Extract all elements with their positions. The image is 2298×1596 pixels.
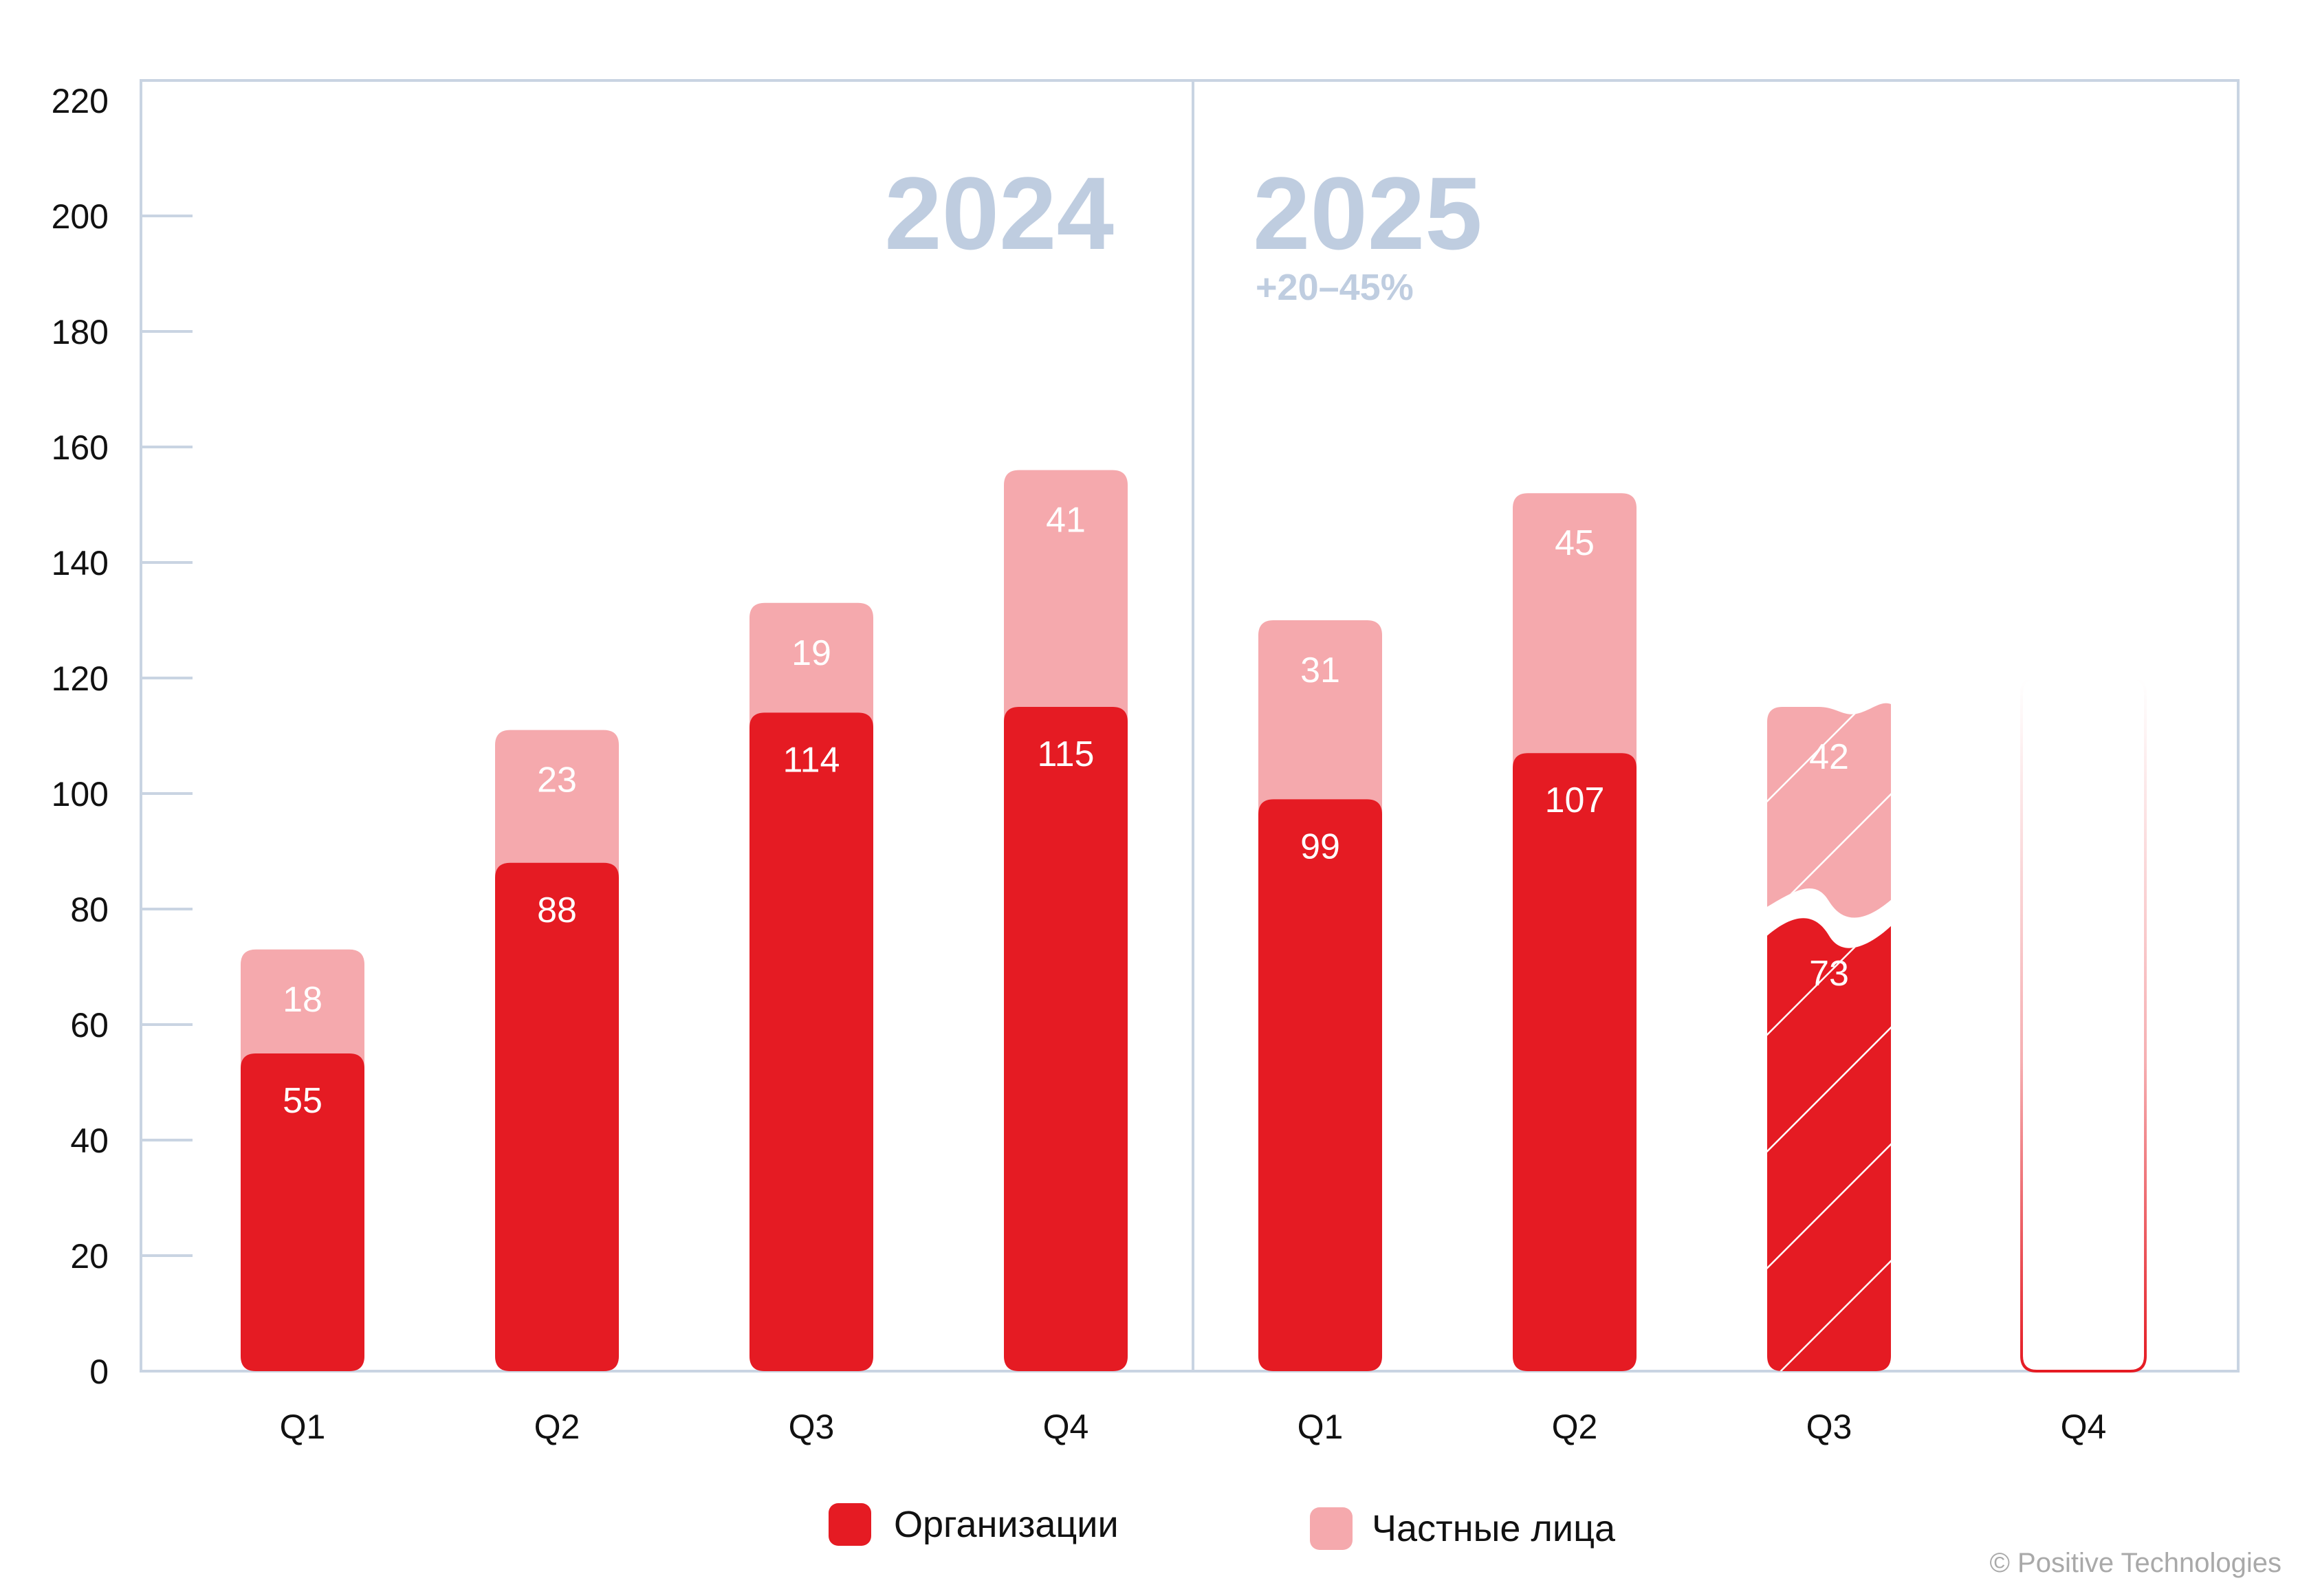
plot-frame xyxy=(140,79,2240,1373)
y-tick-label: 200 xyxy=(52,197,109,236)
value-label-organizations: 115 xyxy=(1038,734,1095,774)
y-tick-label: 80 xyxy=(70,890,109,929)
bar-organizations-forecast-hatch xyxy=(1767,918,1891,1371)
bar-individuals-forecast-hatch xyxy=(1767,703,1891,918)
value-label-organizations: 114 xyxy=(783,740,840,780)
bar-organizations xyxy=(1513,753,1637,1371)
year-label-2024: 2024 xyxy=(884,155,1114,271)
legend-label-individuals: Частные лица xyxy=(1372,1508,1616,1549)
x-tick-label: Q2 xyxy=(534,1408,580,1446)
x-tick-label: Q3 xyxy=(789,1408,835,1446)
legend-label-organizations: Организации xyxy=(894,1504,1119,1545)
y-tick-label: 40 xyxy=(70,1122,109,1160)
bar-organizations xyxy=(241,1053,364,1371)
year-label-2025: 2025 xyxy=(1253,155,1482,271)
forecast-range-label: +20–45% xyxy=(1256,267,1414,308)
placeholder-bar xyxy=(2020,677,2147,1373)
value-label-individuals: 31 xyxy=(1300,651,1340,690)
copyright: © Positive Technologies xyxy=(1989,1548,2281,1578)
x-tick-label: Q1 xyxy=(1298,1408,1344,1446)
x-tick-label: Q1 xyxy=(280,1408,326,1446)
value-label-individuals: 45 xyxy=(1555,523,1595,563)
bar-organizations xyxy=(495,862,619,1371)
x-tick-label: Q4 xyxy=(2061,1408,2107,1446)
x-tick-label: Q3 xyxy=(1806,1408,1852,1446)
legend-swatch-organizations xyxy=(829,1503,871,1546)
legend: Организации Частные лица xyxy=(829,1503,1616,1550)
value-label-organizations: 107 xyxy=(1545,780,1605,820)
value-label-individuals: 23 xyxy=(537,761,577,800)
y-tick-label: 220 xyxy=(52,82,109,120)
x-tick-label: Q2 xyxy=(1552,1408,1598,1446)
value-label-organizations: 88 xyxy=(537,890,577,930)
x-tick-label: Q4 xyxy=(1043,1408,1089,1446)
bar-organizations xyxy=(749,712,873,1371)
value-label-organizations: 73 xyxy=(1809,954,1849,994)
value-label-individuals: 19 xyxy=(791,633,831,673)
bar-organizations xyxy=(1004,707,1128,1371)
y-tick-label: 60 xyxy=(70,1006,109,1045)
y-tick-label: 100 xyxy=(52,775,109,813)
y-tick-label: 140 xyxy=(52,544,109,582)
value-label-organizations: 55 xyxy=(283,1081,322,1121)
y-tick-label: 180 xyxy=(52,313,109,351)
value-label-individuals: 18 xyxy=(283,980,322,1020)
value-label-individuals: 42 xyxy=(1809,737,1849,777)
bar-organizations xyxy=(1258,799,1382,1371)
y-tick-label: 120 xyxy=(52,659,109,698)
x-axis: Q1 Q2 Q3 Q4 Q1 Q2 Q3 Q4 xyxy=(280,1408,2107,1446)
legend-swatch-individuals xyxy=(1310,1507,1353,1550)
y-tick-label: 0 xyxy=(89,1353,109,1391)
y-tick-label: 160 xyxy=(52,428,109,467)
bars xyxy=(241,470,2147,1373)
value-label-individuals: 41 xyxy=(1046,501,1086,540)
y-axis: 0 20 40 60 80 100 120 140 160 180 200 220 xyxy=(52,82,193,1391)
y-tick-label: 20 xyxy=(70,1237,109,1276)
value-label-organizations: 99 xyxy=(1300,827,1340,866)
bar-labels: 55 18 88 23 114 19 115 41 99 31 107 45 73 42 xyxy=(283,501,1849,1121)
